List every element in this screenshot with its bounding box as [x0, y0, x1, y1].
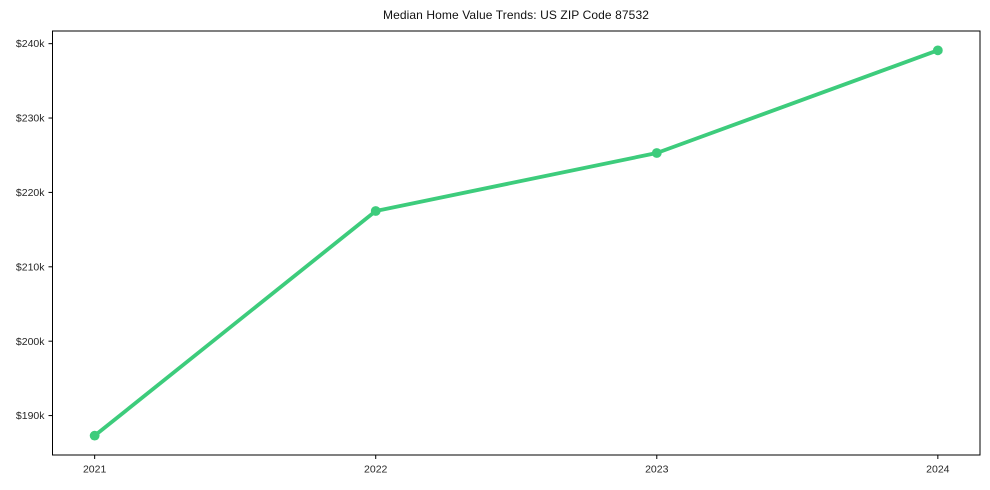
y-tick-label: $220k [16, 187, 45, 199]
y-tick-label: $200k [16, 336, 45, 348]
y-tick-label: $230k [16, 113, 45, 125]
y-tick-label: $210k [16, 261, 45, 273]
y-tick-label: $240k [16, 38, 45, 50]
data-point-marker [89, 430, 100, 441]
plot-area-frame [52, 30, 981, 456]
x-tick-label: 2023 [645, 464, 669, 476]
data-point-marker [651, 148, 662, 158]
x-tick-label: 2022 [364, 464, 388, 476]
data-point-marker [370, 206, 381, 216]
x-tick-label: 2021 [83, 464, 107, 476]
x-tick-label: 2024 [926, 464, 950, 476]
y-tick-label: $190k [16, 410, 45, 422]
data-point-marker [932, 45, 943, 56]
series-line [92, 48, 940, 438]
chart-title: Median Home Value Trends: US ZIP Code 87… [382, 8, 649, 22]
